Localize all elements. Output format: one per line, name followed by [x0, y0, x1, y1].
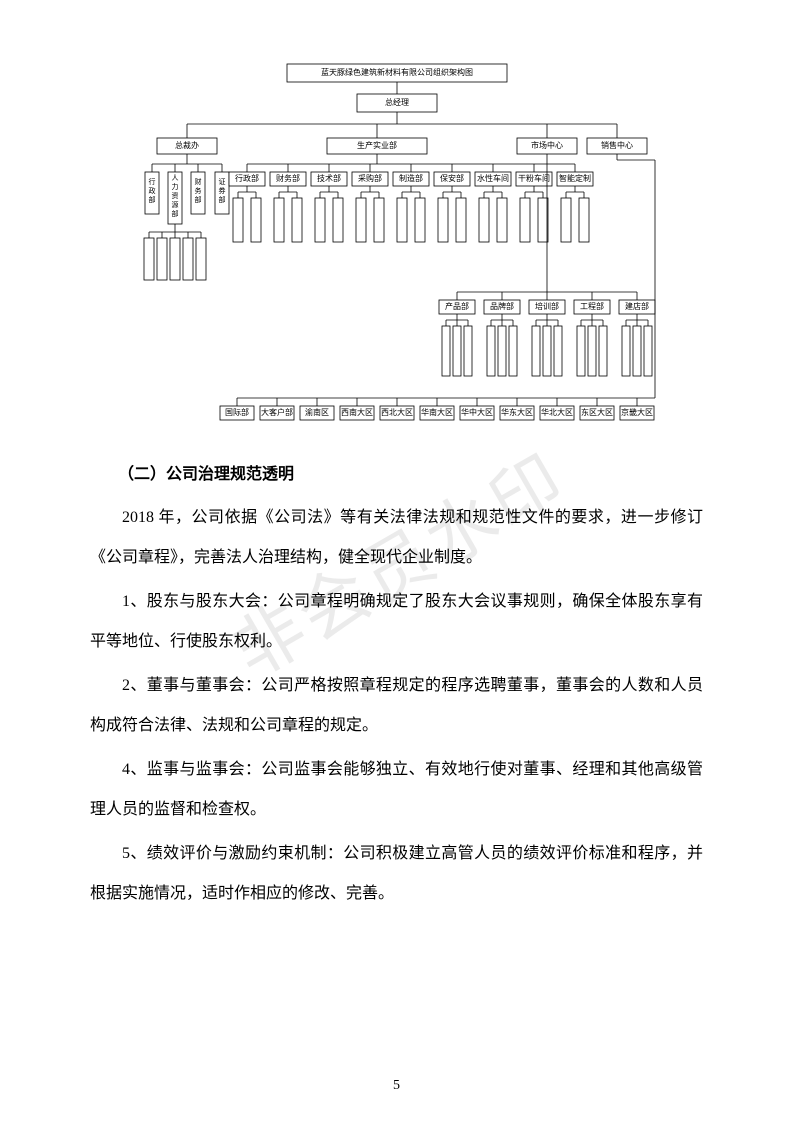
- page-number: 5: [0, 1078, 793, 1094]
- svg-text:建店部: 建店部: [625, 301, 649, 311]
- svg-text:销售中心: 销售中心: [601, 140, 633, 150]
- svg-text:西北大区: 西北大区: [381, 407, 413, 417]
- org-chart: 蓝天豚绿色建筑新材料有限公司组织架构图 总经理 总裁办 生产实业部 市场中心 销…: [127, 60, 667, 430]
- svg-text:资: 资: [171, 191, 178, 200]
- svg-text:制造部: 制造部: [399, 173, 423, 183]
- svg-text:东区大区: 东区大区: [581, 407, 613, 417]
- svg-text:华北大区: 华北大区: [541, 407, 573, 417]
- svg-text:证: 证: [218, 178, 225, 186]
- svg-text:总裁办: 总裁办: [175, 140, 199, 150]
- svg-text:智能定制: 智能定制: [559, 173, 591, 183]
- svg-text:财务部: 财务部: [276, 173, 300, 183]
- svg-text:水性车间: 水性车间: [477, 173, 509, 183]
- paragraph: 2018 年，公司依据《公司法》等有关法律法规和规范性文件的要求，进一步修订《公…: [90, 498, 703, 578]
- section-heading: （二）公司治理规范透明: [118, 460, 703, 484]
- svg-text:源: 源: [171, 200, 178, 209]
- svg-text:市场中心: 市场中心: [531, 140, 563, 150]
- svg-text:工程部: 工程部: [580, 301, 604, 311]
- svg-text:大客户部: 大客户部: [261, 407, 293, 417]
- paragraph: 2、董事与董事会：公司严格按照章程规定的程序选聘董事，董事会的人数和人员构成符合…: [90, 666, 703, 746]
- gm-label: 总经理: [385, 97, 409, 107]
- svg-text:华中大区: 华中大区: [461, 407, 493, 417]
- svg-text:采购部: 采购部: [358, 173, 382, 183]
- svg-text:部: 部: [171, 209, 178, 218]
- svg-text:财: 财: [194, 177, 201, 186]
- svg-text:京畿大区: 京畿大区: [621, 407, 653, 417]
- svg-text:西南大区: 西南大区: [341, 407, 373, 417]
- svg-text:务: 务: [194, 186, 201, 195]
- svg-text:政: 政: [148, 186, 155, 195]
- svg-text:部: 部: [148, 195, 155, 204]
- chart-title: 蓝天豚绿色建筑新材料有限公司组织架构图: [321, 67, 473, 77]
- svg-text:部: 部: [194, 195, 201, 204]
- svg-text:行: 行: [148, 177, 155, 186]
- svg-text:券: 券: [218, 186, 225, 195]
- svg-text:技术部: 技术部: [317, 173, 341, 183]
- page: 蓝天豚绿色建筑新材料有限公司组织架构图 总经理 总裁办 生产实业部 市场中心 销…: [0, 0, 793, 958]
- paragraph: 1、股东与股东大会：公司章程明确规定了股东大会议事规则，确保全体股东享有平等地位…: [90, 582, 703, 662]
- paragraph: 5、绩效评价与激励约束机制：公司积极建立高管人员的绩效评价标准和程序，并根据实施…: [90, 834, 703, 914]
- svg-text:华南大区: 华南大区: [421, 407, 453, 417]
- svg-text:人: 人: [171, 174, 178, 182]
- svg-text:部: 部: [218, 195, 225, 204]
- svg-text:渝南区: 渝南区: [305, 407, 329, 417]
- svg-text:干粉车间: 干粉车间: [518, 173, 550, 183]
- svg-text:产品部: 产品部: [445, 301, 469, 311]
- svg-text:保安部: 保安部: [440, 173, 464, 183]
- paragraph: 4、监事与监事会：公司监事会能够独立、有效地行使对董事、经理和其他高级管理人员的…: [90, 750, 703, 830]
- svg-text:华东大区: 华东大区: [501, 407, 533, 417]
- svg-text:国际部: 国际部: [225, 407, 249, 417]
- svg-text:行政部: 行政部: [235, 173, 259, 183]
- svg-text:培训部: 培训部: [535, 301, 559, 311]
- svg-text:品牌部: 品牌部: [490, 301, 514, 311]
- svg-text:生产实业部: 生产实业部: [357, 140, 397, 150]
- svg-text:力: 力: [171, 182, 178, 191]
